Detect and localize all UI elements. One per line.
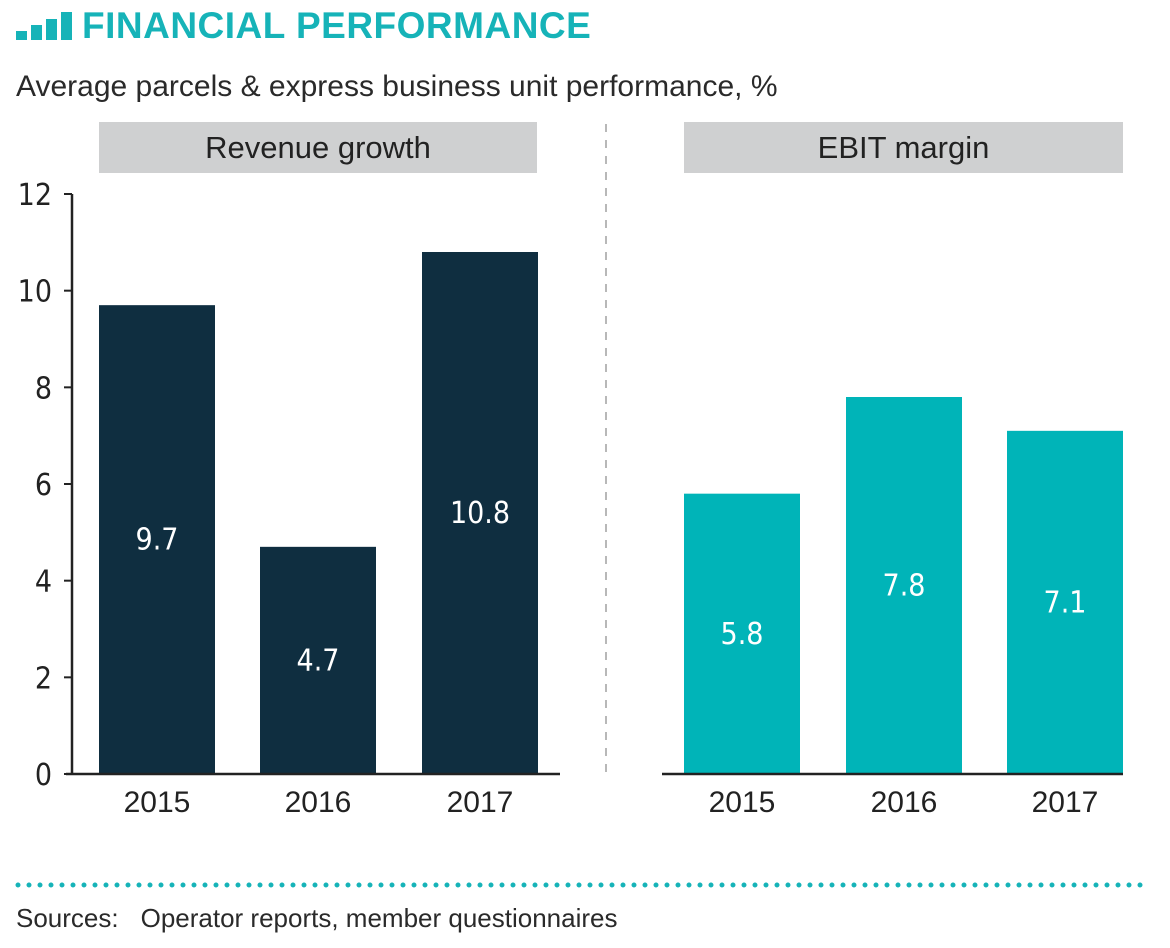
chart-subtitle: Average parcels & express business unit … [16, 70, 778, 103]
bar [1007, 430, 1123, 774]
sources-text: Operator reports, member questionnaires [140, 903, 618, 933]
panel-title: Revenue growth [205, 130, 431, 165]
sources-note: Sources: Operator reports, member questio… [16, 903, 618, 934]
data-label: 7.8 [883, 569, 926, 604]
x-tick-label: 2017 [447, 786, 514, 819]
chart-header: FINANCIAL PERFORMANCE [16, 4, 591, 48]
bar [846, 397, 962, 774]
x-tick-label: 2016 [871, 786, 938, 819]
bar [260, 546, 376, 774]
data-label: 7.1 [1044, 585, 1087, 620]
y-tick-label: 10 [18, 275, 52, 310]
data-label: 10.8 [450, 496, 510, 531]
bar [422, 252, 538, 774]
bar [684, 493, 800, 774]
y-tick-label: 0 [35, 758, 52, 793]
panel-title-box [684, 122, 1123, 173]
page-title: FINANCIAL PERFORMANCE [82, 5, 592, 46]
y-tick-label: 2 [35, 661, 52, 696]
data-label: 5.8 [721, 617, 764, 652]
panel-title-box [99, 122, 537, 173]
sources-label: Sources: [16, 903, 119, 933]
bar-chart-icon [16, 12, 72, 40]
y-tick-label: 12 [18, 178, 52, 213]
data-label: 4.7 [297, 643, 340, 678]
bar [99, 305, 215, 774]
x-tick-label: 2016 [285, 786, 352, 819]
y-tick-label: 4 [35, 565, 52, 600]
data-label: 9.7 [136, 523, 179, 558]
y-tick-label: 8 [35, 371, 52, 406]
panel-title: EBIT margin [818, 130, 990, 165]
x-tick-label: 2017 [1032, 786, 1099, 819]
x-tick-label: 2015 [124, 786, 191, 819]
x-tick-label: 2015 [709, 786, 776, 819]
y-tick-label: 6 [35, 468, 52, 503]
